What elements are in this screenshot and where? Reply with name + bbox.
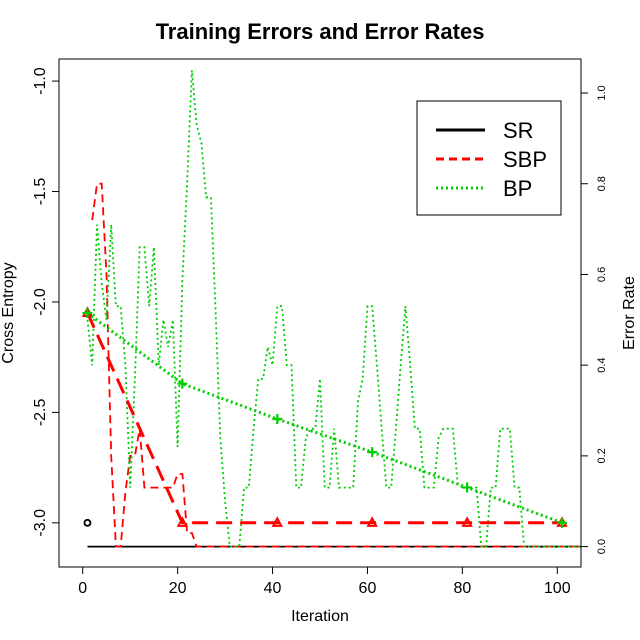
y-left-tick-label: -2.5 [32, 399, 49, 427]
cross-entropy-point-bp [177, 378, 188, 389]
y-left-tick-label: -1.0 [32, 67, 49, 95]
cross-entropy-point-bp [367, 447, 378, 458]
x-tick-label: 40 [264, 580, 282, 597]
cross-entropy-point-sbp [176, 516, 189, 527]
cross-entropy-point-sr [83, 518, 92, 527]
cross-entropy-point-sbp [461, 516, 473, 527]
legend-label-sbp: SBP [503, 147, 547, 172]
legend-label-bp: BP [503, 176, 532, 201]
y-right-tick-label: 1.0 [596, 85, 608, 100]
x-tick-label: 80 [453, 580, 471, 597]
cross-entropy-point-bp [82, 308, 93, 318]
y-right-tick-label: 0.8 [596, 176, 608, 191]
y-left-tick-label: -1.5 [32, 178, 49, 206]
y-axis-right: 0.0 0.2 0.4 0.6 0.8 1.0 [580, 85, 608, 554]
error-rate-line-sbp [91, 182, 581, 548]
cross-entropy-point-bp [557, 517, 568, 528]
x-tick-label: 20 [169, 580, 187, 597]
y-right-tick-label: 0.6 [596, 267, 608, 282]
x-axis: 0 20 40 60 80 100 [78, 566, 571, 597]
y-axis-left: -3.0 -2.5 -2.0 -1.5 -1.0 [32, 67, 60, 537]
y-right-tick-label: 0.4 [596, 358, 608, 373]
error-rate-line-bp [86, 70, 581, 548]
y-left-tick-label: -3.0 [32, 509, 49, 537]
x-axis-label: Iteration [291, 608, 349, 625]
cross-entropy-point-bp [462, 482, 473, 493]
cross-entropy-point-bp [272, 414, 283, 425]
y-right-tick-label: 0.0 [596, 539, 608, 554]
cross-entropy-point-sbp [271, 516, 283, 527]
x-tick-label: 60 [359, 580, 377, 597]
y-axis-left-label: Cross Entropy [0, 262, 17, 363]
cross-entropy-point-sbp [366, 516, 378, 527]
legend-label-sr: SR [503, 118, 534, 143]
x-tick-label: 100 [544, 580, 571, 597]
y-left-tick-label: -2.0 [32, 288, 49, 316]
chart-title: Training Errors and Error Rates [156, 19, 485, 44]
cross-entropy-line-sbp [86, 312, 562, 525]
legend: SR SBP BP [416, 100, 562, 216]
x-tick-label: 0 [78, 580, 87, 597]
y-axis-right-label: Error Rate [621, 276, 638, 350]
y-right-tick-label: 0.2 [596, 448, 608, 463]
series-layer [81, 70, 581, 548]
